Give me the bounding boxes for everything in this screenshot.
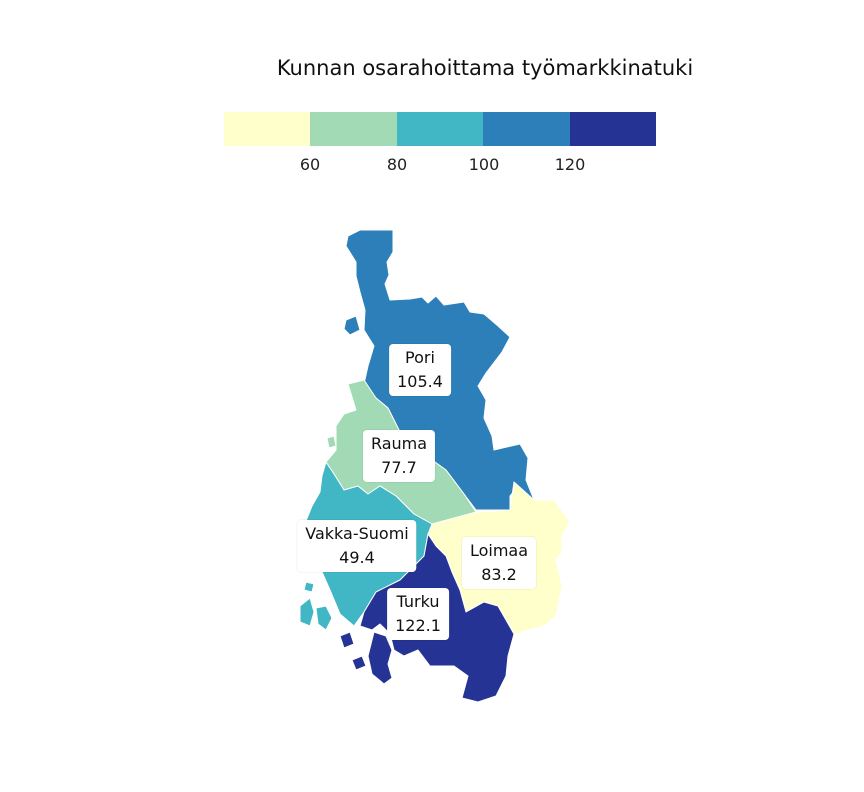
map-title: Kunnan osarahoittama työmarkkinatuki bbox=[276, 56, 694, 80]
region-label-vakka-suomi: Vakka-Suomi 49.4 bbox=[297, 520, 417, 572]
region-value: 49.4 bbox=[339, 548, 375, 567]
region-name: Loimaa bbox=[469, 541, 529, 560]
region-label-turku: Turku 122.1 bbox=[387, 588, 449, 640]
region-value: 83.2 bbox=[481, 565, 517, 584]
legend-swatch-3 bbox=[396, 112, 484, 146]
legend-tick: 80 bbox=[386, 155, 408, 174]
region-name: Turku bbox=[396, 592, 440, 611]
region-label-rauma: Rauma 77.7 bbox=[362, 430, 436, 482]
region-value: 77.7 bbox=[381, 458, 417, 477]
legend-swatch-2 bbox=[310, 112, 397, 146]
region-value: 122.1 bbox=[395, 616, 441, 635]
region-label-loimaa: Loimaa 83.2 bbox=[461, 537, 537, 589]
color-legend bbox=[224, 112, 657, 146]
legend-tick: 60 bbox=[299, 155, 321, 174]
legend-swatch-4 bbox=[483, 112, 570, 146]
legend-swatch-5 bbox=[569, 112, 657, 146]
region-name: Rauma bbox=[370, 434, 428, 453]
region-name: Vakka-Suomi bbox=[305, 524, 409, 543]
region-value: 105.4 bbox=[397, 372, 443, 391]
region-name: Pori bbox=[405, 348, 435, 367]
legend-tick: 120 bbox=[554, 155, 586, 174]
legend-tick: 100 bbox=[468, 155, 500, 174]
region-label-pori: Pori 105.4 bbox=[389, 344, 451, 396]
legend-swatch-1 bbox=[224, 112, 311, 146]
